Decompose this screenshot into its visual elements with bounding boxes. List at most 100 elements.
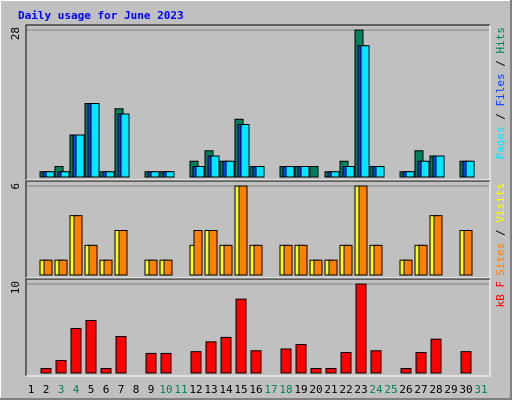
- x-tick-label: 24: [369, 383, 383, 396]
- bar: [418, 244, 428, 276]
- legend-entry: Pages: [494, 126, 507, 159]
- bar: [403, 259, 413, 276]
- bar: [298, 244, 308, 276]
- bar: [400, 368, 412, 374]
- bar: [375, 166, 385, 178]
- bar: [90, 103, 100, 178]
- legend-entry: Sites: [494, 243, 507, 276]
- x-tick-label: 15: [234, 383, 247, 396]
- bar: [295, 344, 307, 374]
- bar: [60, 171, 70, 178]
- bar: [310, 368, 322, 374]
- panel-edge-light: [26, 279, 491, 377]
- bar: [160, 352, 172, 374]
- bar: [145, 352, 157, 374]
- x-tick-label: 8: [133, 383, 140, 396]
- x-tick-label: 4: [73, 383, 80, 396]
- panel-edge-dark: [25, 278, 490, 376]
- bar: [100, 368, 112, 374]
- x-tick-label: 25: [384, 383, 397, 396]
- y-tick-label: 28: [9, 27, 22, 40]
- bar: [88, 244, 98, 276]
- x-tick-label: 3: [58, 383, 65, 396]
- bar: [328, 259, 338, 276]
- chart-title: Daily usage for June 2023: [18, 9, 184, 22]
- bar: [70, 328, 82, 374]
- bar: [210, 155, 220, 178]
- legend-entry: Visits: [494, 183, 507, 223]
- bar: [463, 230, 473, 276]
- legend-separator: /: [494, 107, 507, 127]
- bar: [285, 166, 295, 178]
- x-tick-label: 12: [189, 383, 202, 396]
- x-tick-label: 6: [103, 383, 110, 396]
- bar: [460, 351, 472, 374]
- bar: [73, 215, 83, 276]
- bar: [163, 259, 173, 276]
- bar: [313, 259, 323, 276]
- bar: [45, 171, 55, 178]
- bar: [430, 338, 442, 374]
- bar: [250, 350, 262, 374]
- x-tick-label: 2: [43, 383, 50, 396]
- bar: [235, 298, 247, 374]
- x-tick-label: 7: [118, 383, 125, 396]
- bar: [103, 259, 113, 276]
- x-tick-label: 13: [204, 383, 217, 396]
- bar: [205, 341, 217, 374]
- panel-edge-light: [26, 181, 491, 279]
- bar: [85, 319, 97, 374]
- bar: [115, 336, 127, 374]
- x-tick-label: 5: [88, 383, 95, 396]
- bar: [405, 171, 415, 178]
- bar: [43, 259, 53, 276]
- bar: [325, 368, 337, 374]
- bar: [355, 283, 367, 374]
- x-tick-label: 19: [294, 383, 307, 396]
- legend-entry: kB F: [494, 281, 507, 308]
- bar: [420, 160, 430, 178]
- bar: [360, 45, 370, 178]
- bar: [75, 134, 85, 178]
- bar: [195, 166, 205, 178]
- bar: [340, 352, 352, 374]
- x-tick-label: 9: [148, 383, 155, 396]
- x-tick-label: 28: [429, 383, 442, 396]
- bar: [373, 244, 383, 276]
- bar: [330, 171, 340, 178]
- bar: [309, 166, 319, 178]
- x-tick-label: 1: [28, 383, 35, 396]
- bar: [433, 215, 443, 276]
- bar: [165, 171, 175, 178]
- x-tick-label: 16: [249, 383, 262, 396]
- bar: [225, 160, 235, 178]
- x-tick-label: 23: [354, 383, 367, 396]
- bar: [240, 124, 250, 178]
- bar: [283, 244, 293, 276]
- x-tick-label: 11: [174, 383, 187, 396]
- bar: [118, 230, 128, 276]
- bar: [345, 166, 355, 178]
- legend-separator: /: [494, 54, 507, 74]
- x-tick-label: 22: [339, 383, 352, 396]
- bar: [343, 244, 353, 276]
- bar: [120, 113, 130, 178]
- panel-edge-dark: [25, 24, 490, 180]
- bar: [40, 368, 52, 374]
- x-tick-label: 14: [219, 383, 233, 396]
- bar: [58, 259, 68, 276]
- legend: Sites / Visits: [494, 183, 507, 276]
- x-tick-label: 18: [279, 383, 292, 396]
- bar: [255, 166, 265, 178]
- bar: [370, 350, 382, 374]
- bar: [280, 348, 292, 374]
- x-tick-label: 31: [474, 383, 487, 396]
- panel-edge-dark: [25, 180, 490, 278]
- x-tick-label: 29: [444, 383, 457, 396]
- y-tick-label: 6: [9, 183, 22, 190]
- legend-entry: Hits: [494, 27, 507, 54]
- legend-separator: /: [494, 223, 507, 243]
- x-tick-label: 27: [414, 383, 427, 396]
